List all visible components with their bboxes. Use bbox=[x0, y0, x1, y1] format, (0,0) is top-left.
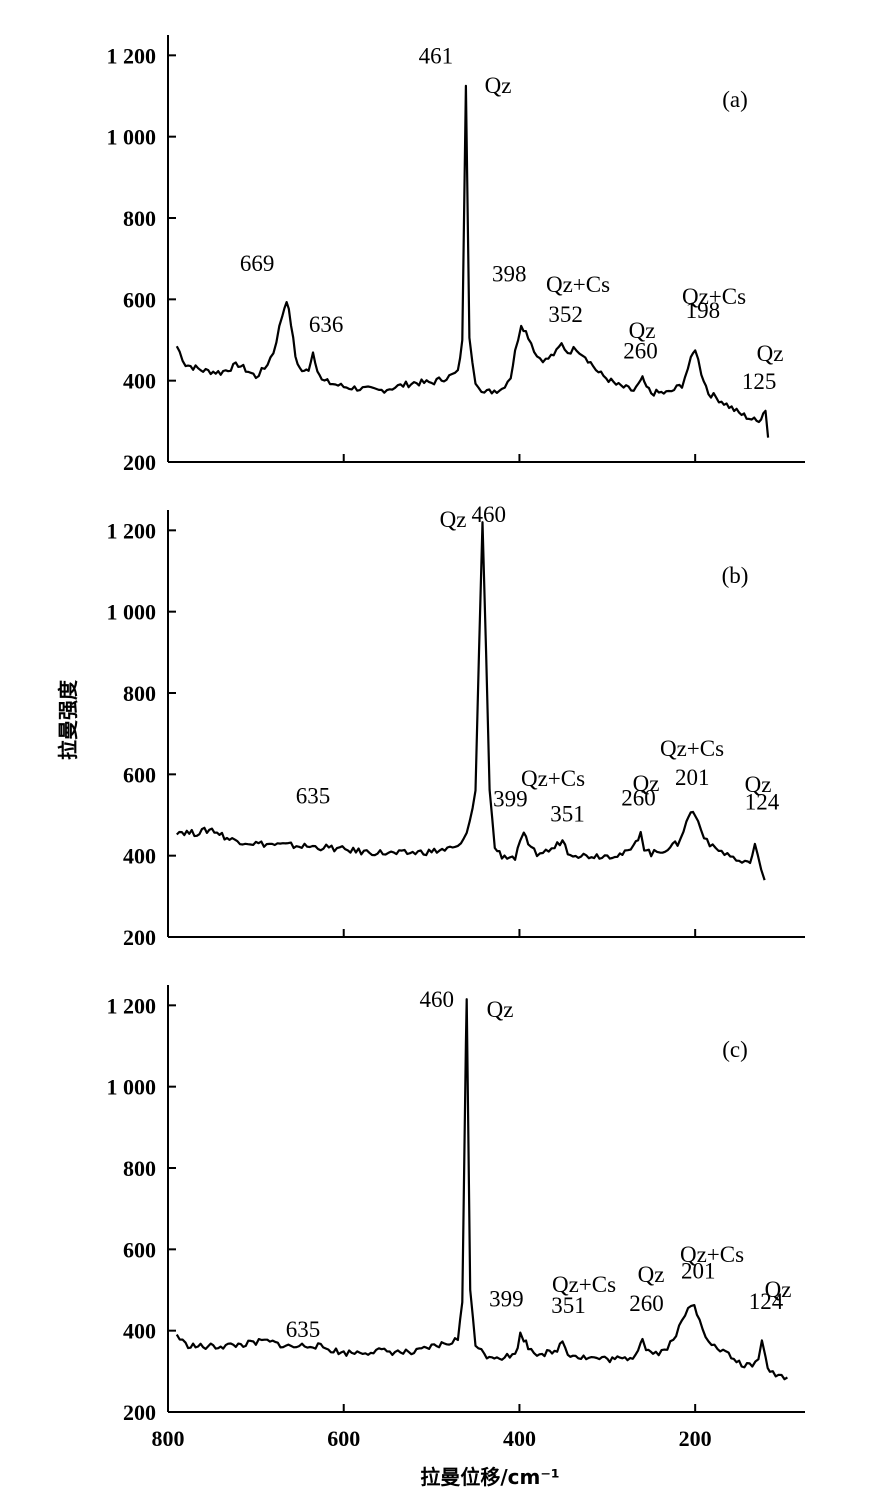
panel-c: 200 400 600 800 1 000 1 200 800 600 400 200 (c) 460… bbox=[107, 985, 805, 1451]
peak-label: 351 bbox=[551, 1293, 586, 1318]
mineral-annotation: Qz bbox=[629, 318, 656, 343]
mineral-annotation: Qz bbox=[765, 1277, 792, 1302]
mineral-annotation: Qz+Cs bbox=[682, 284, 746, 309]
peak-label: 460 bbox=[419, 987, 454, 1012]
spectrum-line bbox=[175, 84, 770, 438]
panel-b: 200 400 600 800 1 000 1 200 (b) 460 635 399 351 260… bbox=[107, 502, 805, 950]
y-tick-label: 800 bbox=[123, 681, 156, 706]
mineral-annotation: Qz bbox=[440, 507, 467, 532]
panel-label: (c) bbox=[722, 1037, 748, 1062]
y-tick-label: 1 000 bbox=[107, 125, 157, 150]
y-tick-label: 800 bbox=[123, 206, 156, 231]
mineral-annotation: Qz bbox=[745, 772, 772, 797]
peak-label: 198 bbox=[686, 298, 721, 323]
panel-a: 200 400 600 800 1 000 1 200 (a) 461 669 636 398 352… bbox=[107, 35, 805, 475]
peak-label: 635 bbox=[296, 783, 331, 808]
peak-label: 260 bbox=[623, 339, 658, 364]
x-axis-title: 拉曼位移/cm⁻¹ bbox=[420, 1465, 559, 1489]
peak-label: 398 bbox=[492, 262, 527, 287]
peak-label: 351 bbox=[550, 801, 585, 826]
peak-label: 201 bbox=[675, 765, 710, 790]
mineral-annotation: Qz bbox=[638, 1262, 665, 1287]
mineral-annotation: Qz bbox=[485, 73, 512, 98]
y-axis-title: 拉曼强度 bbox=[56, 679, 80, 760]
y-tick-label: 200 bbox=[123, 925, 156, 950]
panel-label: (b) bbox=[722, 563, 749, 588]
y-tick-label: 600 bbox=[123, 1237, 156, 1262]
y-tick-label: 200 bbox=[123, 450, 156, 475]
peak-label: 352 bbox=[548, 302, 583, 327]
spectrum-line bbox=[175, 998, 788, 1381]
y-tick-label: 600 bbox=[123, 287, 156, 312]
y-tick-label: 1 200 bbox=[107, 518, 157, 543]
mineral-annotation: Qz+Cs bbox=[660, 736, 724, 761]
x-tick-label: 800 bbox=[152, 1426, 185, 1451]
spectrum-line bbox=[176, 521, 766, 881]
y-tick-label: 1 000 bbox=[107, 600, 157, 625]
mineral-annotation: Qz+Cs bbox=[680, 1242, 744, 1267]
peak-label: 460 bbox=[471, 502, 506, 527]
mineral-annotation: Qz bbox=[757, 341, 784, 366]
mineral-annotation: Qz+Cs bbox=[552, 1272, 616, 1297]
peak-label: 124 bbox=[749, 1289, 784, 1314]
peak-label: 201 bbox=[681, 1258, 716, 1283]
y-tick-label: 400 bbox=[123, 369, 156, 394]
y-tick-label: 1 200 bbox=[107, 43, 157, 68]
mineral-annotation: Qz bbox=[487, 997, 514, 1022]
peak-label: 399 bbox=[489, 1287, 524, 1312]
x-tick-label: 600 bbox=[327, 1426, 360, 1451]
peak-label: 461 bbox=[419, 44, 454, 69]
peak-label: 635 bbox=[286, 1317, 321, 1342]
peak-label: 260 bbox=[621, 785, 656, 810]
mineral-annotation: Qz+Cs bbox=[546, 272, 610, 297]
mineral-annotation: Qz+Cs bbox=[521, 766, 585, 791]
y-tick-label: 200 bbox=[123, 1400, 156, 1425]
x-tick-label: 200 bbox=[679, 1426, 712, 1451]
peak-label: 125 bbox=[742, 369, 777, 394]
y-tick-label: 600 bbox=[123, 762, 156, 787]
peak-label: 399 bbox=[493, 786, 528, 811]
y-tick-label: 1 200 bbox=[107, 993, 157, 1018]
peak-label: 636 bbox=[309, 312, 344, 337]
peak-label: 260 bbox=[629, 1291, 664, 1316]
mineral-annotation: Qz bbox=[633, 771, 660, 796]
panel-label: (a) bbox=[722, 87, 748, 112]
y-tick-label: 400 bbox=[123, 844, 156, 869]
x-tick-label: 400 bbox=[503, 1426, 536, 1451]
y-tick-label: 400 bbox=[123, 1319, 156, 1344]
y-tick-label: 800 bbox=[123, 1156, 156, 1181]
peak-label: 124 bbox=[745, 789, 780, 814]
peak-label: 669 bbox=[240, 251, 275, 276]
y-tick-label: 1 000 bbox=[107, 1075, 157, 1100]
